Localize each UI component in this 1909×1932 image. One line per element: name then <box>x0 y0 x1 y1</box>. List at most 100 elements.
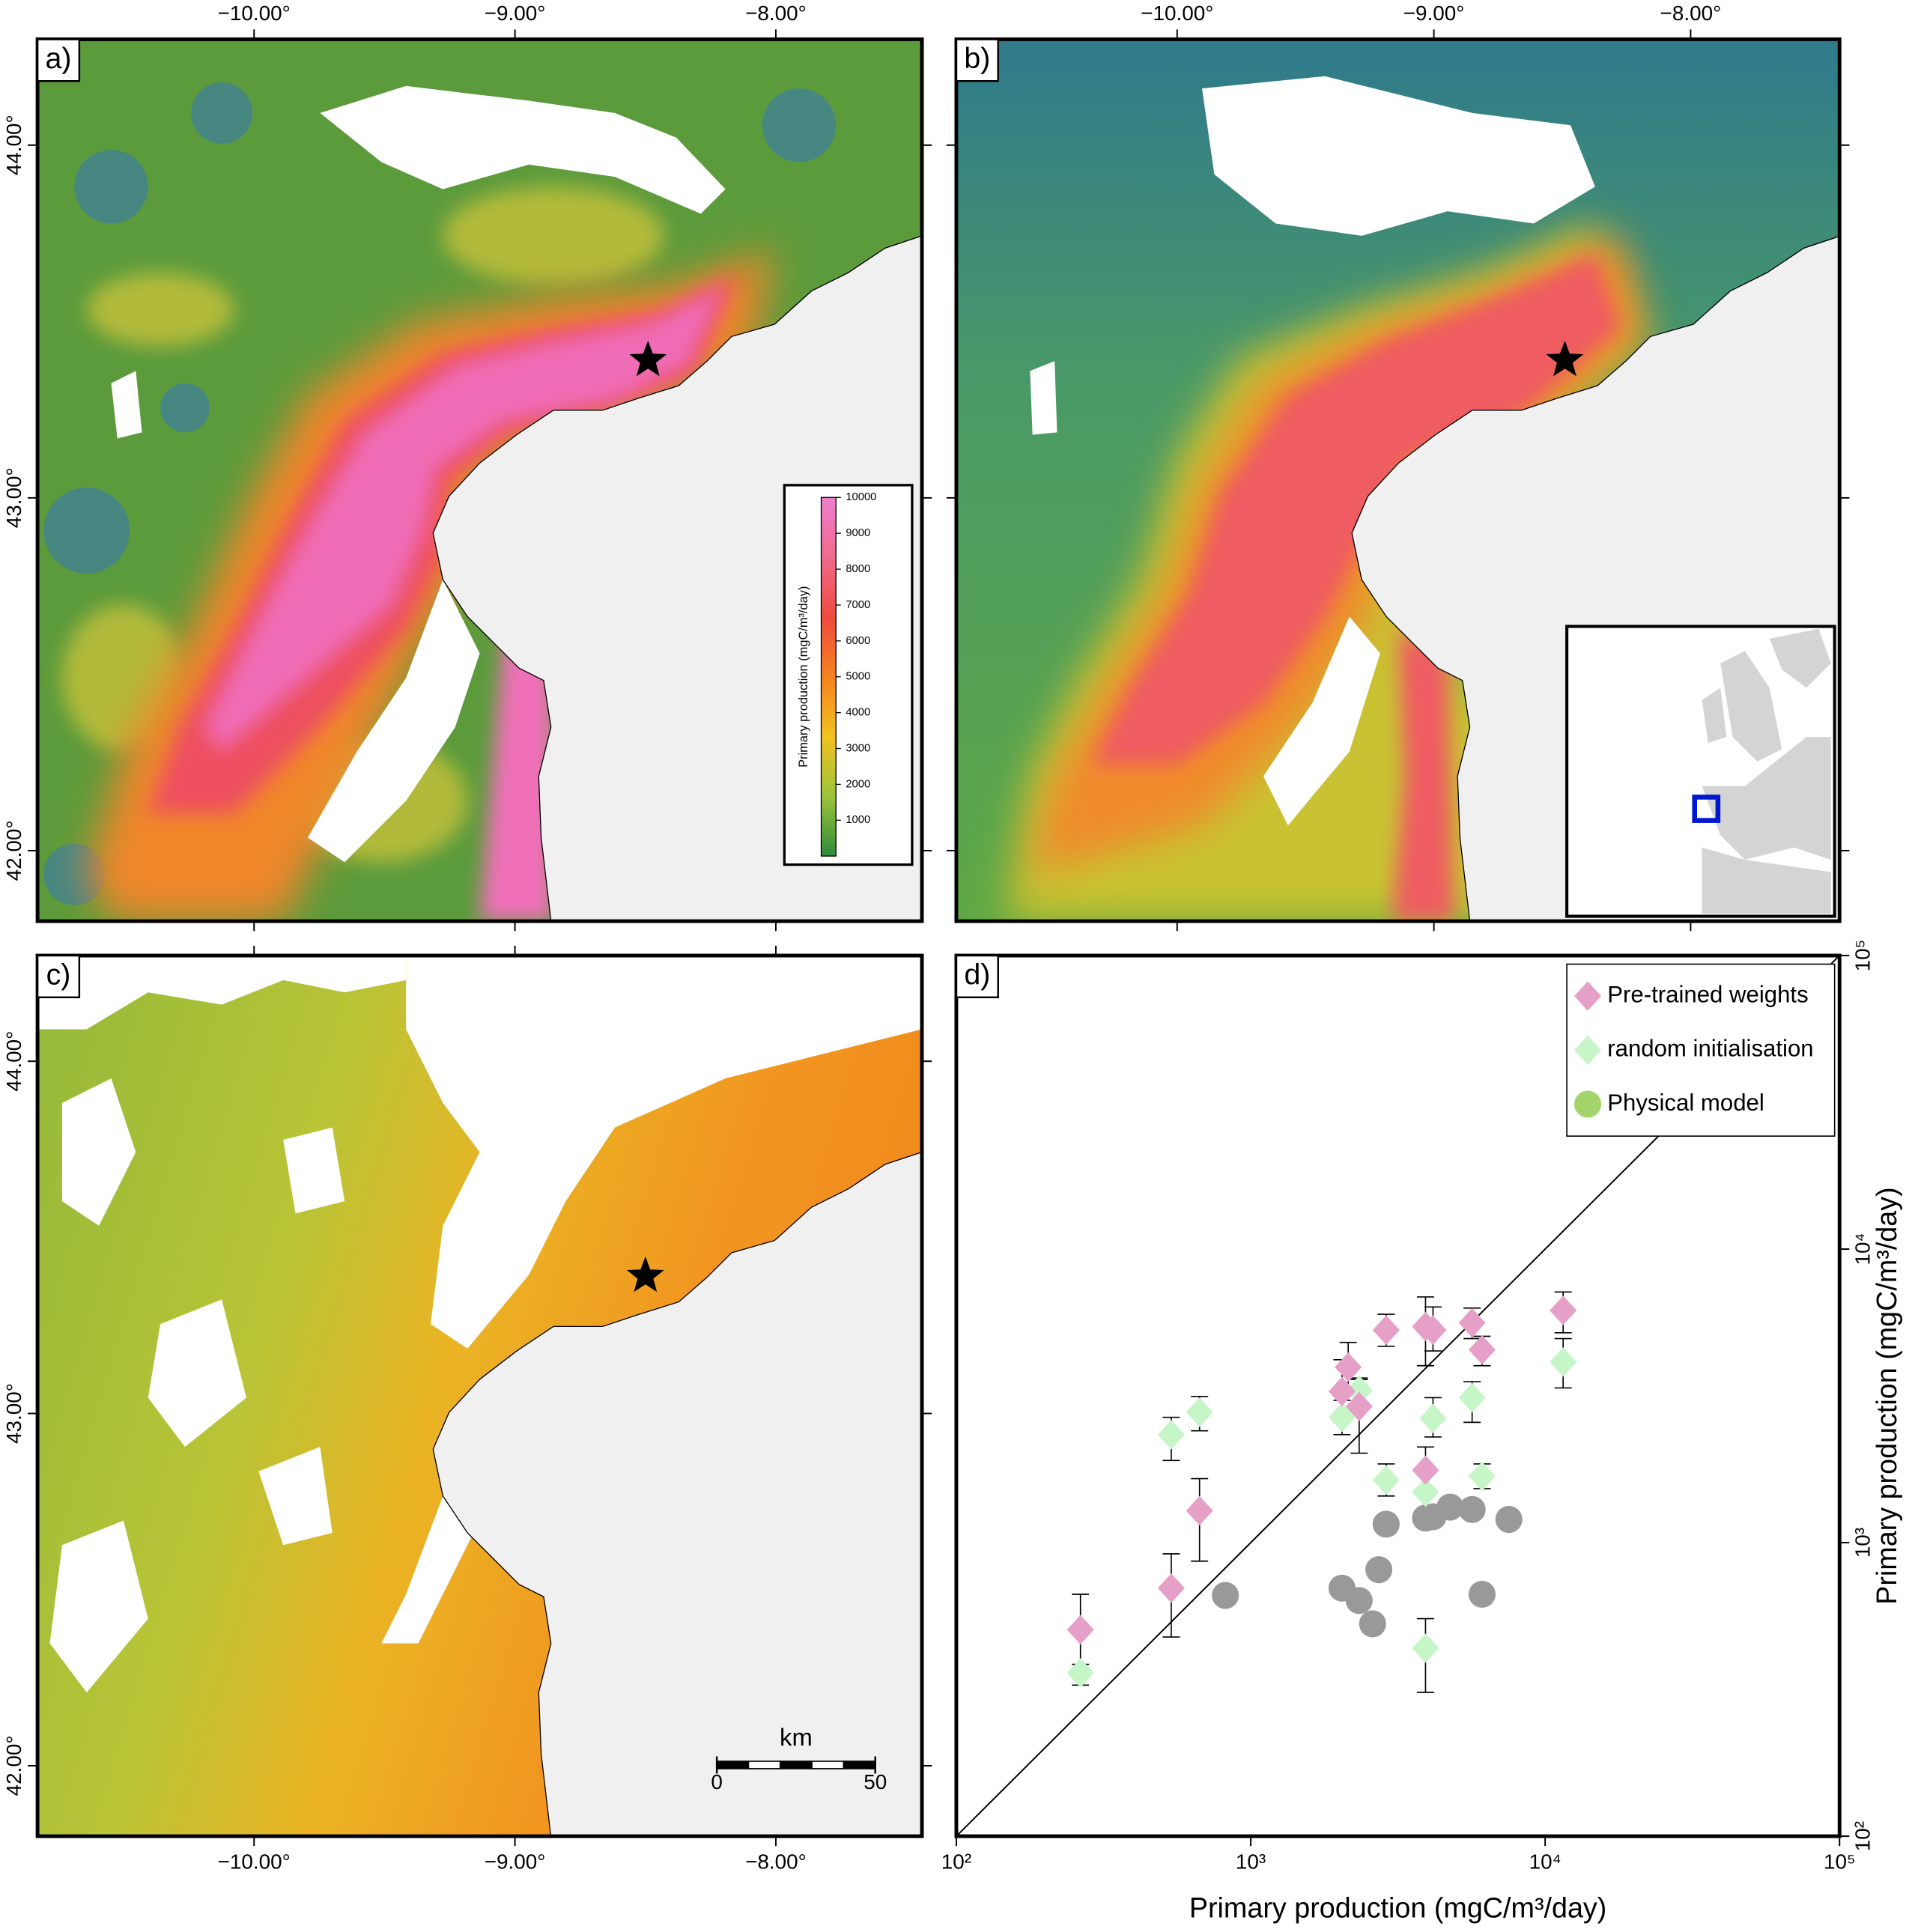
diamond-marker <box>1328 1376 1356 1406</box>
legend-label: Physical model <box>1607 1090 1764 1116</box>
legend-label: random initialisation <box>1607 1036 1813 1062</box>
scale-bar-segment <box>716 1761 750 1770</box>
diamond-marker <box>1372 1465 1400 1495</box>
x-tick-label: −10.00° <box>1141 1 1213 25</box>
colorbar-tick-label: 1000 <box>846 814 870 826</box>
panel-label-box <box>955 954 999 999</box>
diamond-marker <box>1335 1352 1362 1382</box>
scale-bar-title: km <box>780 1723 813 1751</box>
diamond-marker <box>1468 1334 1496 1365</box>
inset-map <box>1565 625 1836 918</box>
diamond-marker <box>1550 1347 1577 1377</box>
x-tick-label: −9.00° <box>1403 1 1465 25</box>
x-tick-label: 10² <box>941 1850 971 1874</box>
colorbar-tick-label: 10000 <box>846 491 876 503</box>
diamond-marker <box>1468 1461 1496 1492</box>
x-tick-label: −8.00° <box>1660 1 1722 25</box>
colorbar-tick-label: 4000 <box>846 707 870 719</box>
x-tick-label: −8.00° <box>745 1 807 25</box>
panel-label: c) <box>46 958 71 991</box>
x-tick-label: −9.00° <box>485 1850 546 1874</box>
y-tick-label: 43.00° <box>2 467 25 528</box>
location-marker <box>629 340 667 377</box>
y-tick-label: 42.00° <box>2 1736 25 1796</box>
colorbar-tick-label: 3000 <box>846 742 870 754</box>
y-tick-label: 44.00° <box>2 115 25 175</box>
colorbar-box <box>783 484 914 866</box>
colorbar-tick-label: 8000 <box>846 563 870 575</box>
panel-label: b) <box>964 42 990 75</box>
circle-marker <box>1372 1510 1400 1538</box>
legend-marker <box>1573 1090 1602 1118</box>
legend-box <box>1566 963 1836 1137</box>
panel-label: a) <box>45 42 71 75</box>
diamond-marker <box>1157 1420 1185 1450</box>
scale-bar-segment <box>779 1761 813 1770</box>
panel-label-box <box>955 38 999 82</box>
circle-marker <box>1436 1493 1464 1521</box>
circle-marker <box>1359 1610 1386 1638</box>
scale-bar-segment <box>811 1761 845 1770</box>
y-tick-label: 10⁵ <box>1851 940 1874 972</box>
diamond-marker <box>1328 1402 1356 1433</box>
y-tick-label: 42.00° <box>2 820 25 881</box>
diamond-marker <box>1157 1573 1185 1603</box>
diamond-marker <box>1345 1391 1373 1421</box>
x-tick-label: −10.00° <box>218 1850 291 1874</box>
x-tick-label: 10⁴ <box>1529 1850 1562 1874</box>
colorbar-tick-label: 7000 <box>846 599 870 611</box>
map-image-c <box>37 956 923 1837</box>
circle-marker <box>1365 1556 1393 1584</box>
y-tick-label: 44.00° <box>2 1031 25 1092</box>
diamond-marker <box>1550 1295 1577 1325</box>
panel-label-box <box>36 38 81 82</box>
map-image-a <box>37 39 923 922</box>
diamond-marker <box>1066 1614 1094 1645</box>
x-tick-label: −9.00° <box>485 1 546 25</box>
circle-marker <box>1495 1505 1523 1534</box>
legend-marker <box>1573 1035 1602 1066</box>
diamond-marker <box>1412 1455 1439 1485</box>
diamond-marker <box>1458 1307 1486 1338</box>
y-tick-label: 10² <box>1851 1821 1874 1851</box>
y-axis-label: Primary production (mgC/m³/day) <box>1871 1187 1902 1605</box>
colorbar-label: Primary production (mgC/m³/day) <box>797 586 810 768</box>
circle-marker <box>1458 1495 1486 1523</box>
x-tick-label: −8.00° <box>745 1850 807 1874</box>
diamond-marker <box>1412 1477 1439 1507</box>
colorbar-tick-label: 9000 <box>846 527 870 539</box>
location-marker <box>626 1256 664 1292</box>
scale-bar-label: 50 <box>864 1770 887 1793</box>
x-axis-label: Primary production (mgC/m³/day) <box>1189 1892 1607 1923</box>
x-tick-label: −10.00° <box>218 1 291 25</box>
location-marker <box>1546 340 1584 377</box>
colorbar-tick-label: 5000 <box>846 671 870 683</box>
diamond-marker <box>1458 1382 1486 1413</box>
x-tick-label: 10³ <box>1236 1850 1266 1874</box>
y-tick-label: 10³ <box>1851 1528 1874 1558</box>
diamond-marker <box>1419 1315 1447 1345</box>
frame <box>954 37 1842 923</box>
y-tick-label: 43.00° <box>2 1383 25 1444</box>
diamond-marker <box>1066 1658 1094 1688</box>
y-tick-label: 10⁴ <box>1851 1233 1874 1266</box>
diamond-marker <box>1345 1375 1373 1406</box>
frame <box>35 37 924 923</box>
diamond-marker <box>1372 1315 1400 1345</box>
scale-bar-segment <box>843 1761 876 1770</box>
diamond-marker <box>1412 1633 1439 1663</box>
frame <box>35 953 924 1838</box>
colorbar-tick-label: 2000 <box>846 778 870 790</box>
circle-marker <box>1212 1582 1239 1609</box>
diamond-marker <box>1419 1403 1447 1433</box>
x-tick-label: 10⁵ <box>1824 1850 1856 1874</box>
diamond-marker <box>1186 1397 1213 1427</box>
colorbar-bar <box>820 496 837 857</box>
panel-label-box <box>36 954 81 999</box>
scale-bar-label: 0 <box>711 1770 723 1793</box>
legend-label: Pre-trained weights <box>1607 981 1808 1007</box>
frame <box>954 953 1842 1838</box>
diamond-marker <box>1186 1495 1213 1526</box>
